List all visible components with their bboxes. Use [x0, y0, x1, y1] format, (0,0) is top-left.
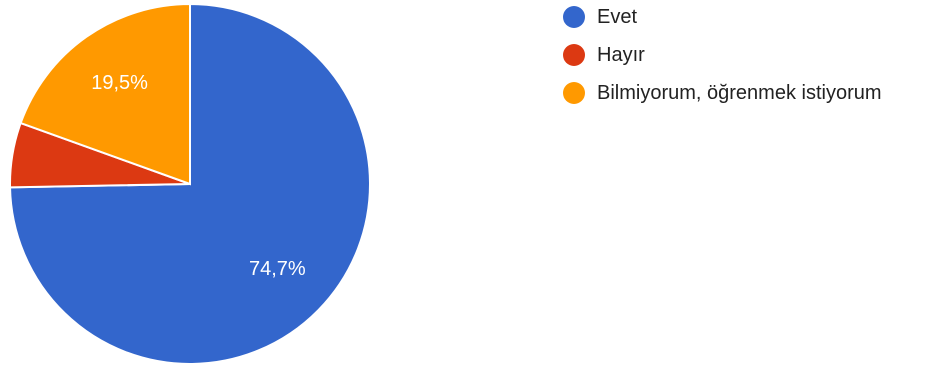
legend-label: Evet — [597, 5, 638, 28]
pie-data-labels: 74,7% 19,5% — [91, 72, 306, 280]
pie-slice-evet[interactable] — [9, 2, 371, 365]
chart-legend: Evet Hayır Bilmiyorum, öğrenmek istiyorum — [563, 4, 882, 118]
legend-item-evet[interactable]: Evet — [563, 4, 882, 30]
legend-swatch — [563, 44, 585, 66]
legend-item-hayir[interactable]: Hayır — [563, 42, 882, 68]
legend-label: Bilmiyorum, öğrenmek istiyorum — [597, 81, 882, 104]
pie-slice-bilmiyorum-ogrenmek-istiyorum[interactable] — [19, 2, 191, 186]
legend-swatch — [563, 82, 585, 104]
data-label-bilmiyorum-ogrenmek-istiyorum: 19,5% — [91, 72, 148, 94]
legend-label: Hayır — [597, 43, 645, 66]
legend-swatch — [563, 6, 585, 28]
pie-slices — [9, 2, 371, 365]
data-label-evet: 74,7% — [249, 258, 306, 280]
legend-item-bilmiyorum-ogrenmek-istiyorum[interactable]: Bilmiyorum, öğrenmek istiyorum — [563, 80, 882, 106]
